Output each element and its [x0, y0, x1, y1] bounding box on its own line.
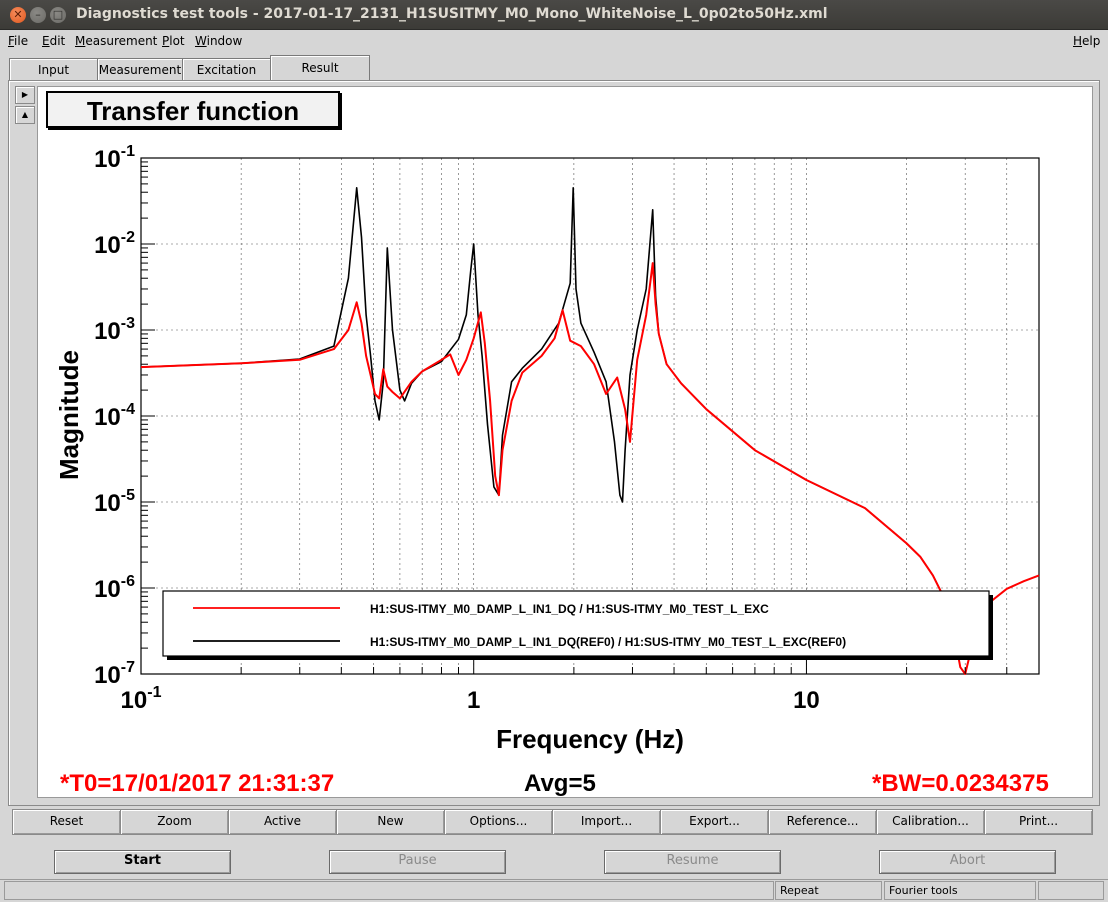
menu-window[interactable]: Window [195, 34, 243, 48]
window-titlebar: ✕ – □ Diagnostics test tools - 2017-01-1… [0, 0, 1108, 30]
menu-plot[interactable]: Plot [162, 34, 185, 48]
x-tick-labels: 10-1 1 10 [121, 684, 820, 714]
menu-help[interactable]: Help [1073, 34, 1101, 48]
y-tick-label: 10-7 [94, 659, 135, 689]
abort-button[interactable]: Abort [879, 850, 1056, 874]
resume-button[interactable]: Resume [604, 850, 781, 874]
bw-readout: *BW=0.0234375 [872, 770, 1049, 797]
options-button[interactable]: Options... [444, 809, 553, 835]
status-field-repeat: Repeat [775, 881, 882, 900]
plot-title-box: Transfer function [46, 91, 340, 128]
y-tick-label: 10-5 [94, 487, 135, 517]
y-tick-label: 10-1 [94, 143, 135, 173]
t0-readout: *T0=17/01/2017 21:31:37 [60, 770, 335, 797]
window-maximize-icon[interactable]: □ [50, 7, 66, 23]
series-line-1 [140, 262, 1040, 675]
legend-entry: H1:SUS-ITMY_M0_DAMP_L_IN1_DQ(REF0) / H1:… [370, 635, 846, 649]
y-tick-label: 10-4 [94, 401, 135, 431]
menu-file[interactable]: File [8, 34, 29, 48]
status-field-main [4, 881, 774, 900]
y-tick-label: 10-2 [94, 229, 135, 259]
y-tick-label: 10-3 [94, 315, 135, 345]
zoom-button[interactable]: Zoom [120, 809, 229, 835]
x-tick-label: 10 [793, 687, 820, 714]
status-field-extra [1038, 881, 1104, 900]
legend-box [162, 590, 990, 657]
export-button[interactable]: Export... [660, 809, 769, 835]
series-layer [140, 187, 1040, 675]
menu-edit[interactable]: Edit [42, 34, 66, 48]
window-close-icon[interactable]: ✕ [10, 7, 26, 23]
tick-marks [140, 157, 1040, 675]
y-tick-label: 10-6 [94, 573, 135, 603]
x-tick-label: 1 [467, 687, 480, 714]
status-field-fourier: Fourier tools [884, 881, 1036, 900]
window-title: Diagnostics test tools - 2017-01-17_2131… [76, 6, 828, 22]
menu-bar: File Edit Measurement Plot Window Help [0, 30, 1108, 52]
reference-button[interactable]: Reference... [768, 809, 877, 835]
y-tick-labels: 10-1 10-2 10-3 10-4 10-5 10-6 10-7 [94, 143, 135, 689]
reset-button[interactable]: Reset [12, 809, 121, 835]
x-tick-label: 10-1 [121, 684, 162, 714]
calibration-button[interactable]: Calibration... [876, 809, 985, 835]
expand-right-icon[interactable]: ▶ [15, 86, 35, 104]
plot-title: Transfer function [86, 96, 300, 126]
menu-measurement[interactable]: Measurement [75, 34, 158, 48]
y-axis-label: Magnitude [54, 350, 84, 480]
tab-input[interactable]: Input [9, 58, 98, 81]
new-button[interactable]: New [336, 809, 445, 835]
legend-entry: H1:SUS-ITMY_M0_DAMP_L_IN1_DQ / H1:SUS-IT… [370, 602, 769, 616]
active-button[interactable]: Active [228, 809, 337, 835]
import-button[interactable]: Import... [552, 809, 661, 835]
status-bar [0, 879, 1108, 902]
start-button[interactable]: Start [54, 850, 231, 874]
x-axis-label: Frequency (Hz) [496, 724, 684, 754]
avg-readout: Avg=5 [524, 770, 596, 797]
chart-legend: H1:SUS-ITMY_M0_DAMP_L_IN1_DQ / H1:SUS-IT… [162, 590, 993, 660]
window-minimize-icon[interactable]: – [30, 7, 46, 23]
tab-result[interactable]: Result [270, 55, 370, 82]
expand-up-icon[interactable]: ▲ [15, 106, 35, 124]
print-button[interactable]: Print... [984, 809, 1093, 835]
series-line-0 [140, 187, 954, 634]
tab-measurement[interactable]: Measurement [97, 58, 183, 81]
pause-button[interactable]: Pause [329, 850, 506, 874]
tab-excitation[interactable]: Excitation [182, 58, 271, 81]
plot-canvas[interactable] [37, 86, 1093, 798]
